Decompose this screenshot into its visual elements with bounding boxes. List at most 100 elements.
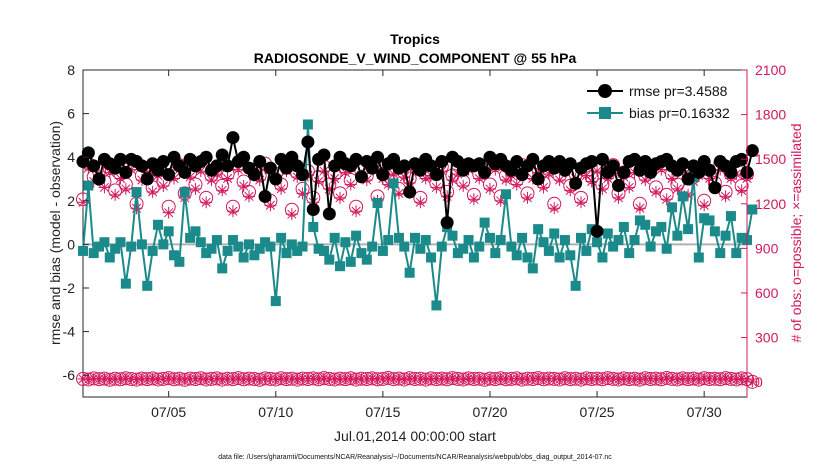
bias-point [704,215,715,226]
obs-assimilated-marker-stroke [512,179,522,190]
obs-bottom-assimilated-marker-stroke [271,375,281,384]
obs-assimilated-marker [735,184,748,197]
legend: rmse pr=3.4588 bias pr=0.16332 [581,77,741,124]
obs-assimilated-marker [344,178,357,191]
legend-rmse-marker [598,84,612,98]
bias-point [517,232,528,243]
x-axis-label: Jul.01,2014 00:00:00 start [334,428,496,444]
obs-bottom-assimilated-marker-stroke [341,374,350,384]
bias-point [158,239,169,250]
legend-bias-label: bias pr=0.16332 [629,105,730,121]
rmse-point [199,150,213,164]
rmse-point [258,189,272,203]
x-tick-label: 07/20 [472,404,507,420]
obs-bottom-assimilated-marker-stroke [239,375,248,384]
bias-point [484,232,495,243]
bias-point [559,235,570,246]
obs-assimilated-marker-stroke [399,172,409,182]
rmse-point [595,152,609,166]
obs-bottom-assimilated-marker [98,373,110,385]
bias-point [538,237,549,248]
obs-bottom-assimilated-marker-stroke [153,375,163,384]
obs-assimilated-marker [719,190,732,203]
bias-point [361,254,372,265]
obs-assimilated-marker [216,184,229,197]
obs-bottom-assimilated-marker-stroke [528,374,538,384]
obs-bottom-assimilated-marker-stroke [169,375,179,384]
rmse-point [638,155,652,169]
obs-bottom-assimilated-marker-stroke [234,373,243,383]
rmse-point [226,131,240,145]
obs-assimilated-marker [200,196,213,209]
bias-point [554,252,565,263]
bias-point [286,239,297,250]
rmse-point [376,168,390,182]
obs-bottom-assimilated-marker-stroke [416,374,425,383]
obs-assimilated-marker-stroke [624,182,634,193]
bias-point [608,241,619,252]
y2-tick-label: 1200 [755,196,786,212]
obs-bottom-assimilated-marker-stroke [367,374,377,383]
obs-bottom-assimilated-marker-stroke [715,375,725,384]
bias-point [447,230,458,241]
obs-assimilated-marker-stroke [169,173,179,184]
rmse-point [681,172,695,186]
legend-rmse-label: rmse pr=3.4588 [629,83,728,99]
obs-bottom-assimilated-marker-stroke [442,375,452,384]
obs-bottom-assimilated-marker-stroke [164,373,173,383]
bias-point [163,226,174,237]
bias-point [399,241,410,252]
bias-point [244,239,254,250]
bias-point [597,252,608,263]
rmse-series-group [76,131,759,238]
obs-assimilated-marker [596,182,609,195]
obs-assimilated-marker-stroke [651,187,661,197]
bias-point [260,237,271,248]
bias-point [152,219,163,230]
obs-assimilated-marker [698,199,711,212]
rmse-point [349,152,363,166]
x-tick-label: 07/05 [151,404,186,420]
obs-bottom-assimilated-marker-stroke [292,375,302,384]
obs-bottom-assimilated-marker-stroke [132,375,141,384]
bias-point [222,245,233,256]
bias-point [201,248,212,259]
obs-bottom-assimilated-marker-stroke [383,373,393,383]
obs-bottom-assimilated-marker-stroke [351,375,361,384]
obs-bottom-assimilated-marker-stroke [533,373,543,383]
rmse-point [135,159,149,173]
obs-bottom-assimilated-marker-stroke [389,374,398,384]
bias-point [318,245,329,256]
rmse-point [113,152,127,166]
bias-point [297,241,308,252]
bias-point [404,267,415,278]
bias-point [302,119,313,130]
bias-point [383,235,394,246]
chart-subtitle: RADIOSONDE_V_WIND_COMPONENT @ 55 hPa [254,50,577,66]
rmse-point [365,161,379,175]
rmse-point [606,159,620,173]
obs-bottom-assimilated-marker-stroke [748,377,757,387]
obs-bottom-assimilated-marker-stroke [491,374,500,384]
y-tick-label: 6 [67,106,75,122]
bias-point [501,189,512,200]
bias-point [126,241,137,252]
bias-point [110,243,121,254]
obs-assimilated-marker-stroke [635,203,645,213]
rmse-point [371,150,385,164]
bias-point [522,252,533,263]
y-tick-label: -2 [63,280,76,296]
bias-series-group [78,119,758,311]
obs-assimilated-marker-stroke [415,197,425,207]
obs-bottom-assimilated-marker [511,372,523,384]
rmse-point [119,165,133,179]
obs-assimilated-marker [623,181,636,194]
rmse-point [279,161,293,175]
obs-assimilated-marker-stroke [431,182,442,193]
obs-bottom-assimilated-marker-stroke [175,374,184,383]
obs-bottom-assimilated-marker-stroke [683,374,693,384]
obs-assimilated-marker [189,182,202,195]
bias-point [709,226,720,237]
bias-point [693,252,704,263]
